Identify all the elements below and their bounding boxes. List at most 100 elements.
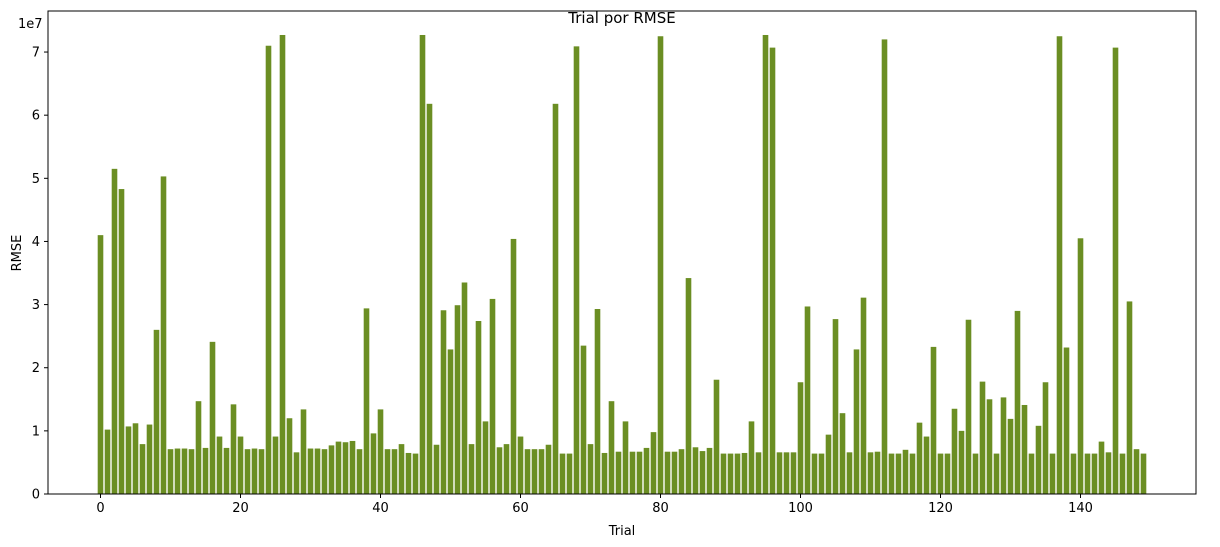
y-tick-label: 7 [32, 46, 40, 61]
bar-trial-130 [1007, 418, 1014, 494]
bar-trial-88 [713, 379, 720, 494]
bar-trial-31 [314, 448, 321, 494]
x-tick-label: 120 [928, 501, 953, 516]
x-tick-label: 60 [512, 501, 529, 516]
plot-frame [47, 10, 1197, 495]
bar-trial-97 [776, 452, 783, 494]
bar-trial-19 [230, 404, 237, 494]
bar-trial-142 [1091, 453, 1098, 494]
bar-trial-104 [825, 434, 832, 494]
bar-trial-33 [328, 445, 335, 494]
bar-trial-141 [1084, 453, 1091, 494]
bar-trial-54 [475, 321, 482, 494]
bar-trial-18 [223, 447, 230, 494]
bar-trial-131 [1014, 310, 1021, 494]
bars-group [97, 34, 1147, 495]
bar-trial-71 [594, 309, 601, 494]
bar-trial-6 [139, 444, 146, 494]
bar-trial-9 [160, 176, 167, 495]
bar-trial-99 [790, 452, 797, 494]
y-tick-label: 6 [32, 109, 40, 124]
bar-trial-95 [762, 34, 769, 495]
bar-trial-60 [517, 436, 524, 494]
bar-trial-86 [699, 451, 706, 494]
bar-trial-57 [496, 447, 503, 494]
bar-trial-94 [755, 452, 762, 494]
bar-trial-91 [734, 453, 741, 494]
bar-trial-24 [265, 45, 272, 494]
x-axis-label: Trial [608, 524, 636, 539]
bar-trial-29 [300, 409, 307, 494]
bar-trial-134 [1035, 425, 1042, 494]
bar-trial-47 [426, 103, 433, 494]
y-tick-label: 1 [32, 424, 40, 439]
bar-trial-128 [993, 453, 1000, 494]
x-ticks: 0 20 40 60 80 100 120 140 [96, 494, 1093, 516]
bar-trial-11 [174, 448, 181, 494]
bar-trial-15 [202, 447, 209, 494]
bar-trial-113 [888, 453, 895, 494]
bar-trial-22 [251, 448, 258, 494]
bar-trial-82 [671, 451, 678, 494]
bar-trial-109 [860, 297, 867, 494]
bar-trial-36 [349, 440, 356, 494]
bar-trial-66 [559, 453, 566, 494]
bar-trial-90 [727, 453, 734, 494]
bar-trial-50 [447, 349, 454, 494]
bar-trial-135 [1042, 382, 1049, 494]
bar-trial-96 [769, 47, 776, 495]
bar-trial-55 [482, 421, 489, 494]
bar-trial-98 [783, 452, 790, 494]
bar-trial-92 [741, 452, 748, 494]
bar-trial-93 [748, 421, 755, 494]
bar-trial-56 [489, 298, 496, 494]
y-tick-label: 3 [32, 298, 40, 313]
bar-trial-100 [797, 382, 804, 494]
bar-trial-63 [538, 449, 545, 494]
bar-trial-148 [1133, 449, 1140, 494]
bar-trial-2 [111, 168, 118, 494]
bar-trial-17 [216, 436, 223, 494]
bar-trial-7 [146, 424, 153, 494]
bar-trial-136 [1049, 453, 1056, 494]
x-tick-label: 100 [788, 501, 813, 516]
bar-trial-133 [1028, 453, 1035, 494]
x-tick-label: 0 [96, 501, 104, 516]
bar-trial-138 [1063, 347, 1070, 494]
bar-trial-144 [1105, 452, 1112, 494]
bar-trial-116 [909, 453, 916, 494]
bar-trial-126 [979, 381, 986, 494]
bar-trial-87 [706, 447, 713, 494]
bar-trial-16 [209, 341, 216, 494]
bar-trial-64 [545, 444, 552, 494]
bar-trial-25 [272, 436, 279, 494]
bar-trial-34 [335, 441, 342, 494]
bar-trial-147 [1126, 301, 1133, 494]
chart-title: Trial por RMSE [567, 9, 675, 27]
bar-trial-114 [895, 453, 902, 494]
bar-trial-68 [573, 46, 580, 495]
y-tick-label: 5 [32, 172, 40, 187]
bar-trial-149 [1140, 453, 1147, 494]
bar-trial-74 [615, 451, 622, 494]
bar-trial-120 [937, 453, 944, 494]
bar-trial-38 [363, 308, 370, 494]
bar-trial-79 [650, 432, 657, 494]
bar-trial-146 [1119, 453, 1126, 494]
bar-trial-32 [321, 449, 328, 494]
bar-trial-53 [468, 444, 475, 494]
bar-trial-110 [867, 452, 874, 494]
bar-trial-13 [188, 449, 195, 494]
bar-trial-105 [832, 319, 839, 494]
bar-trial-118 [923, 436, 930, 494]
bar-trial-143 [1098, 441, 1105, 494]
bar-trial-61 [524, 449, 531, 494]
bar-trial-10 [167, 449, 174, 494]
bar-trial-42 [391, 449, 398, 494]
bar-trial-28 [293, 452, 300, 494]
bar-trial-140 [1077, 238, 1084, 494]
bar-trial-58 [503, 444, 510, 494]
bar-trial-4 [125, 426, 132, 494]
bar-trial-67 [566, 453, 573, 494]
bar-trial-117 [916, 422, 923, 494]
